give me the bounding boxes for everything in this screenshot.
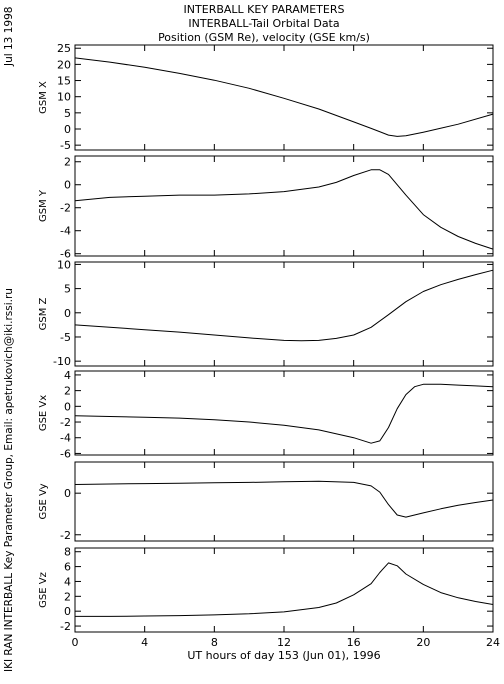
y-tick-label: 25 [57,42,71,55]
chart-title-line-2: INTERBALL-Tail Orbital Data [188,17,339,30]
y-tick-label: 0 [64,487,71,500]
x-tick-label: 12 [277,636,291,649]
date-stamp: Jul 13 1998 [3,7,15,67]
x-tick-label: 8 [211,636,218,649]
panel-frame [74,44,494,151]
x-tick-label: 16 [347,636,361,649]
credit-line: IKI RAN INTERBALL Key Parameter Group, E… [3,288,15,672]
series-line [74,169,494,250]
y-tick-label: -5 [60,139,71,152]
y-tick-label: 20 [57,58,71,71]
y-tick-label: 5 [64,107,71,120]
series-line [74,57,494,137]
y-tick-label: -6 [60,447,71,460]
y-tick-label: 5 [64,283,71,296]
x-tick-label: 4 [141,636,148,649]
panel-frame [74,547,494,633]
y-tick-label: -10 [53,355,71,368]
y-tick-label: 10 [57,258,71,271]
x-tick-label: 20 [416,636,430,649]
series-line [75,562,494,617]
y-tick-label: -5 [60,331,71,344]
x-axis-label: UT hours of day 153 (Jun 01), 1996 [187,649,380,662]
panel-frame [74,370,494,456]
y-tick-label: 0 [64,123,71,136]
y-tick-label: 0 [64,400,71,413]
chart-title-line-3: Position (GSM Re), velocity (GSE km/s) [158,31,370,44]
y-tick-label: 4 [64,575,71,588]
y-tick-label: -2 [60,529,71,542]
y-axis-label: GSM X [38,81,49,114]
panel-frame [74,461,494,542]
y-axis-label: GSM Z [38,297,49,330]
panel-gse-vy: -2 0 GSE Vy [38,461,494,542]
y-axis-label: GSE Vx [38,395,49,431]
y-tick-label: -6 [60,248,71,261]
y-tick-label: -4 [60,225,71,238]
y-tick-label: -2 [60,202,71,215]
y-tick-label: 10 [57,91,71,104]
x-tick-label: 0 [72,636,79,649]
series-line [74,269,494,342]
panel-gse-vx: -6 -4 -2 0 2 4 GSE Vx [38,369,494,460]
y-tick-label: 0 [64,605,71,618]
panel-frame [74,261,494,367]
panel-gsm-x: -5 0 5 10 15 20 25 GSM X [38,42,494,152]
y-tick-label: 0 [64,307,71,320]
y-tick-label: 0 [64,179,71,192]
panel-gsm-z: -10 -5 0 5 10 GSM Z [38,258,494,368]
y-axis-label: GSE Vz [38,572,49,608]
panel-frame [74,155,494,257]
y-tick-label: 4 [64,369,71,382]
chart-title-line-1: INTERBALL KEY PARAMETERS [184,3,345,16]
y-tick-label: 2 [64,385,71,398]
y-tick-label: 2 [64,156,71,169]
series-line [74,480,494,518]
x-tick-label: 24 [486,636,500,649]
y-axis-label: GSM Y [38,189,49,222]
y-tick-label: 8 [64,546,71,559]
y-tick-label: -2 [60,416,71,429]
y-tick-label: 6 [64,561,71,574]
y-axis-label: GSE Vy [38,483,49,519]
y-tick-label: -4 [60,432,71,445]
panel-gse-vz: -2 0 2 46 8 GSE Vz [38,546,494,633]
y-tick-label: -2 [60,620,71,633]
y-tick-label: 15 [57,75,71,88]
series-line [74,383,494,444]
y-tick-label: 2 [64,590,71,603]
panel-gsm-y: -6 -4 -2 0 2 GSM Y [38,155,494,261]
